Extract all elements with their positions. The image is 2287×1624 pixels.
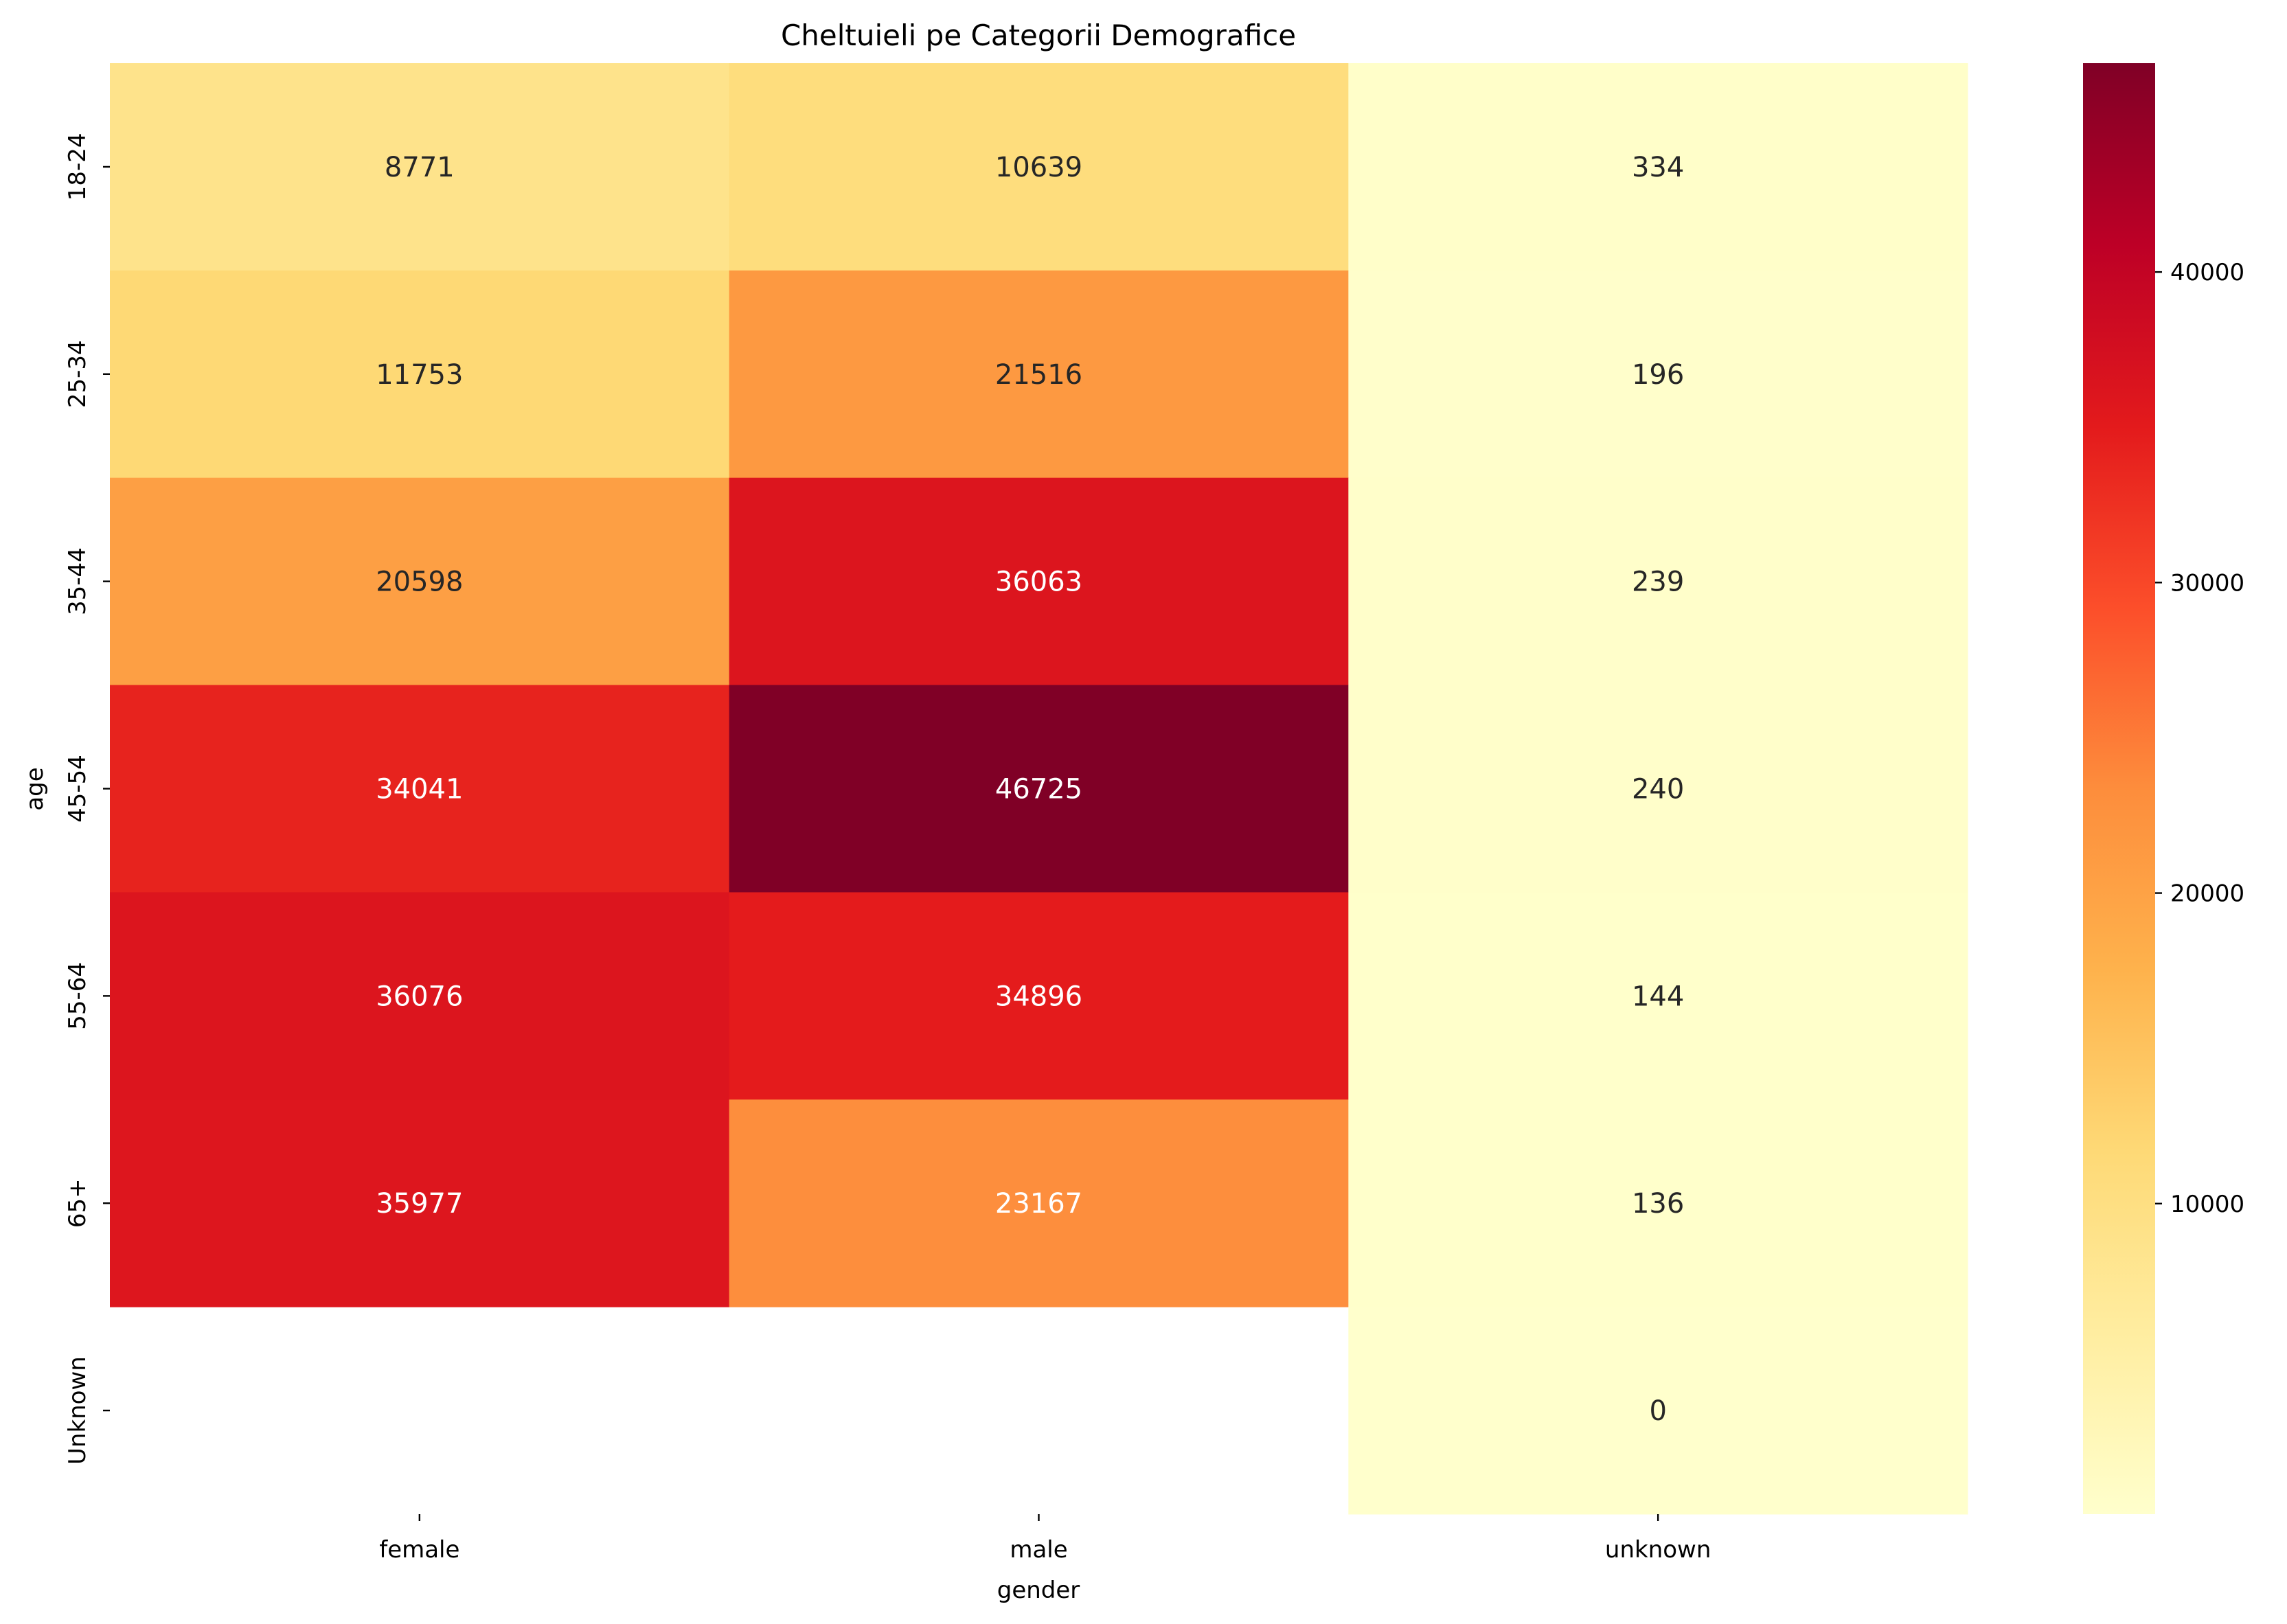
cell-value-label: 36063 [995, 567, 1082, 598]
colorbar-tick-label: 40000 [2170, 259, 2244, 286]
y-tick-label: 55-64 [64, 962, 91, 1030]
heatmap-cell [1348, 1307, 1968, 1515]
cell-value-label: 240 [1632, 774, 1684, 805]
cell-value-label: 23167 [995, 1188, 1082, 1220]
cell-value-label: 334 [1632, 152, 1684, 183]
y-tick-label: 18-24 [64, 133, 91, 201]
heatmap-cell [1348, 892, 1968, 1100]
heatmap-cell [110, 1099, 730, 1307]
cell-value-label: 239 [1632, 567, 1684, 598]
cell-value-label: 36076 [376, 981, 463, 1012]
heatmap-cells [110, 63, 1968, 1515]
heatmap-cell [729, 892, 1349, 1100]
y-axis-label: age [21, 767, 49, 810]
colorbar-ticks: 10000 20000 30000 40000 [2155, 259, 2244, 1218]
cell-value-label: 35977 [376, 1188, 463, 1220]
y-axis: 18-24 25-34 35-44 45-54 55-64 65+ Unknown [64, 133, 110, 1465]
heatmap-cell [110, 892, 730, 1100]
cell-value-label: 34041 [376, 774, 463, 805]
x-tick-label: female [379, 1536, 459, 1564]
heatmap-cell [110, 685, 730, 893]
y-tick-label: 25-34 [64, 340, 91, 408]
cell-value-label: 144 [1632, 981, 1684, 1012]
y-tick-label: 35-44 [64, 547, 91, 615]
heatmap-cell [729, 477, 1349, 686]
cell-value-label: 0 [1649, 1395, 1666, 1427]
heatmap-cell [110, 63, 730, 271]
y-tick-label: 45-54 [64, 755, 91, 823]
heatmap-cell [729, 1099, 1349, 1307]
x-axis: female male unknown [379, 1514, 1711, 1564]
heatmap-cell [110, 477, 730, 686]
heatmap-cell [1348, 270, 1968, 479]
cell-value-label: 21516 [995, 359, 1082, 391]
cell-value-label: 34896 [995, 981, 1082, 1012]
y-tick-label: Unknown [64, 1356, 91, 1465]
x-axis-label: gender [997, 1577, 1080, 1604]
heatmap-cell [729, 63, 1349, 271]
heatmap-cell [1348, 477, 1968, 686]
heatmap-cell [110, 270, 730, 479]
y-tick-label: 65+ [64, 1178, 91, 1228]
x-tick-label: unknown [1605, 1536, 1711, 1564]
x-tick-label: male [1010, 1536, 1067, 1564]
heatmap-cell [1348, 1099, 1968, 1307]
heatmap-cell [1348, 685, 1968, 893]
colorbar-tick-label: 20000 [2170, 880, 2244, 908]
colorbar-tick-label: 30000 [2170, 569, 2244, 597]
cell-value-label: 11753 [376, 359, 463, 391]
heatmap-cell [729, 685, 1349, 893]
chart-title: Cheltuieli pe Categorii Demografice [781, 19, 1296, 52]
cell-value-label: 10639 [995, 152, 1082, 183]
cell-value-label: 46725 [995, 774, 1082, 805]
cell-annotations: 8771 10639 334 11753 21516 196 20598 36063 239 34… [376, 152, 1684, 1427]
cell-value-label: 8771 [385, 152, 455, 183]
heatmap-cell [1348, 63, 1968, 271]
cell-value-label: 196 [1632, 359, 1684, 391]
heatmap-cell [729, 270, 1349, 479]
cell-value-label: 136 [1632, 1188, 1684, 1220]
cell-value-label: 20598 [376, 567, 463, 598]
colorbar [2083, 63, 2155, 1514]
colorbar-tick-label: 10000 [2170, 1191, 2244, 1218]
